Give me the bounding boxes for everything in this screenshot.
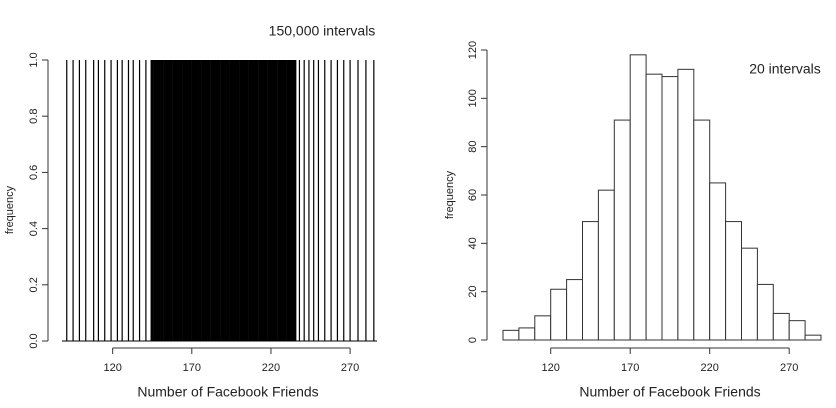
y-tick-label: 40 bbox=[467, 237, 479, 249]
y-tick-label: 20 bbox=[467, 286, 479, 298]
x-axis-label: Number of Facebook Friends bbox=[579, 384, 760, 400]
x-tick-label: 120 bbox=[542, 362, 560, 374]
x-tick-label: 120 bbox=[103, 362, 121, 374]
bar bbox=[645, 73, 663, 341]
bar bbox=[518, 327, 536, 341]
bar bbox=[693, 119, 711, 341]
bar bbox=[709, 182, 727, 341]
bar bbox=[661, 76, 679, 341]
bar bbox=[597, 189, 615, 341]
y-axis-label: frequency bbox=[4, 185, 16, 234]
bar bbox=[502, 329, 520, 341]
bar bbox=[725, 221, 742, 341]
bar bbox=[534, 315, 552, 341]
x-tick-label: 270 bbox=[341, 362, 359, 374]
bar bbox=[613, 119, 631, 341]
y-tick-label: 0.4 bbox=[28, 221, 40, 236]
bar bbox=[566, 279, 583, 341]
y-tick-label: 1.0 bbox=[28, 52, 40, 67]
x-tick-label: 170 bbox=[183, 362, 201, 374]
x-tick-label: 270 bbox=[780, 362, 798, 374]
y-tick-label: 60 bbox=[467, 189, 479, 201]
bar bbox=[804, 334, 822, 341]
bar bbox=[741, 247, 758, 341]
bar bbox=[550, 288, 568, 341]
y-tick-label: 0.6 bbox=[28, 165, 40, 180]
bar bbox=[582, 221, 599, 341]
y-tick-label: 0.0 bbox=[28, 333, 40, 348]
x-axis-label: Number of Facebook Friends bbox=[137, 384, 318, 400]
y-tick-label: 0 bbox=[467, 337, 479, 343]
bar bbox=[756, 283, 774, 341]
y-tick-label: 120 bbox=[467, 41, 479, 59]
chart-title: 150,000 intervals bbox=[269, 23, 376, 39]
bar bbox=[772, 312, 790, 341]
chart-title: 20 intervals bbox=[749, 61, 821, 77]
x-tick-label: 170 bbox=[621, 362, 639, 374]
bar bbox=[677, 68, 695, 341]
y-tick-label: 100 bbox=[467, 89, 479, 107]
y-tick-label: 80 bbox=[467, 141, 479, 153]
y-tick-label: 0.2 bbox=[28, 277, 40, 292]
y-axis-label: frequency bbox=[444, 170, 456, 219]
y-tick-label: 0.8 bbox=[28, 109, 40, 124]
x-tick-label: 220 bbox=[701, 362, 719, 374]
x-tick-label: 220 bbox=[262, 362, 280, 374]
bar bbox=[629, 54, 647, 341]
bar bbox=[788, 320, 806, 341]
